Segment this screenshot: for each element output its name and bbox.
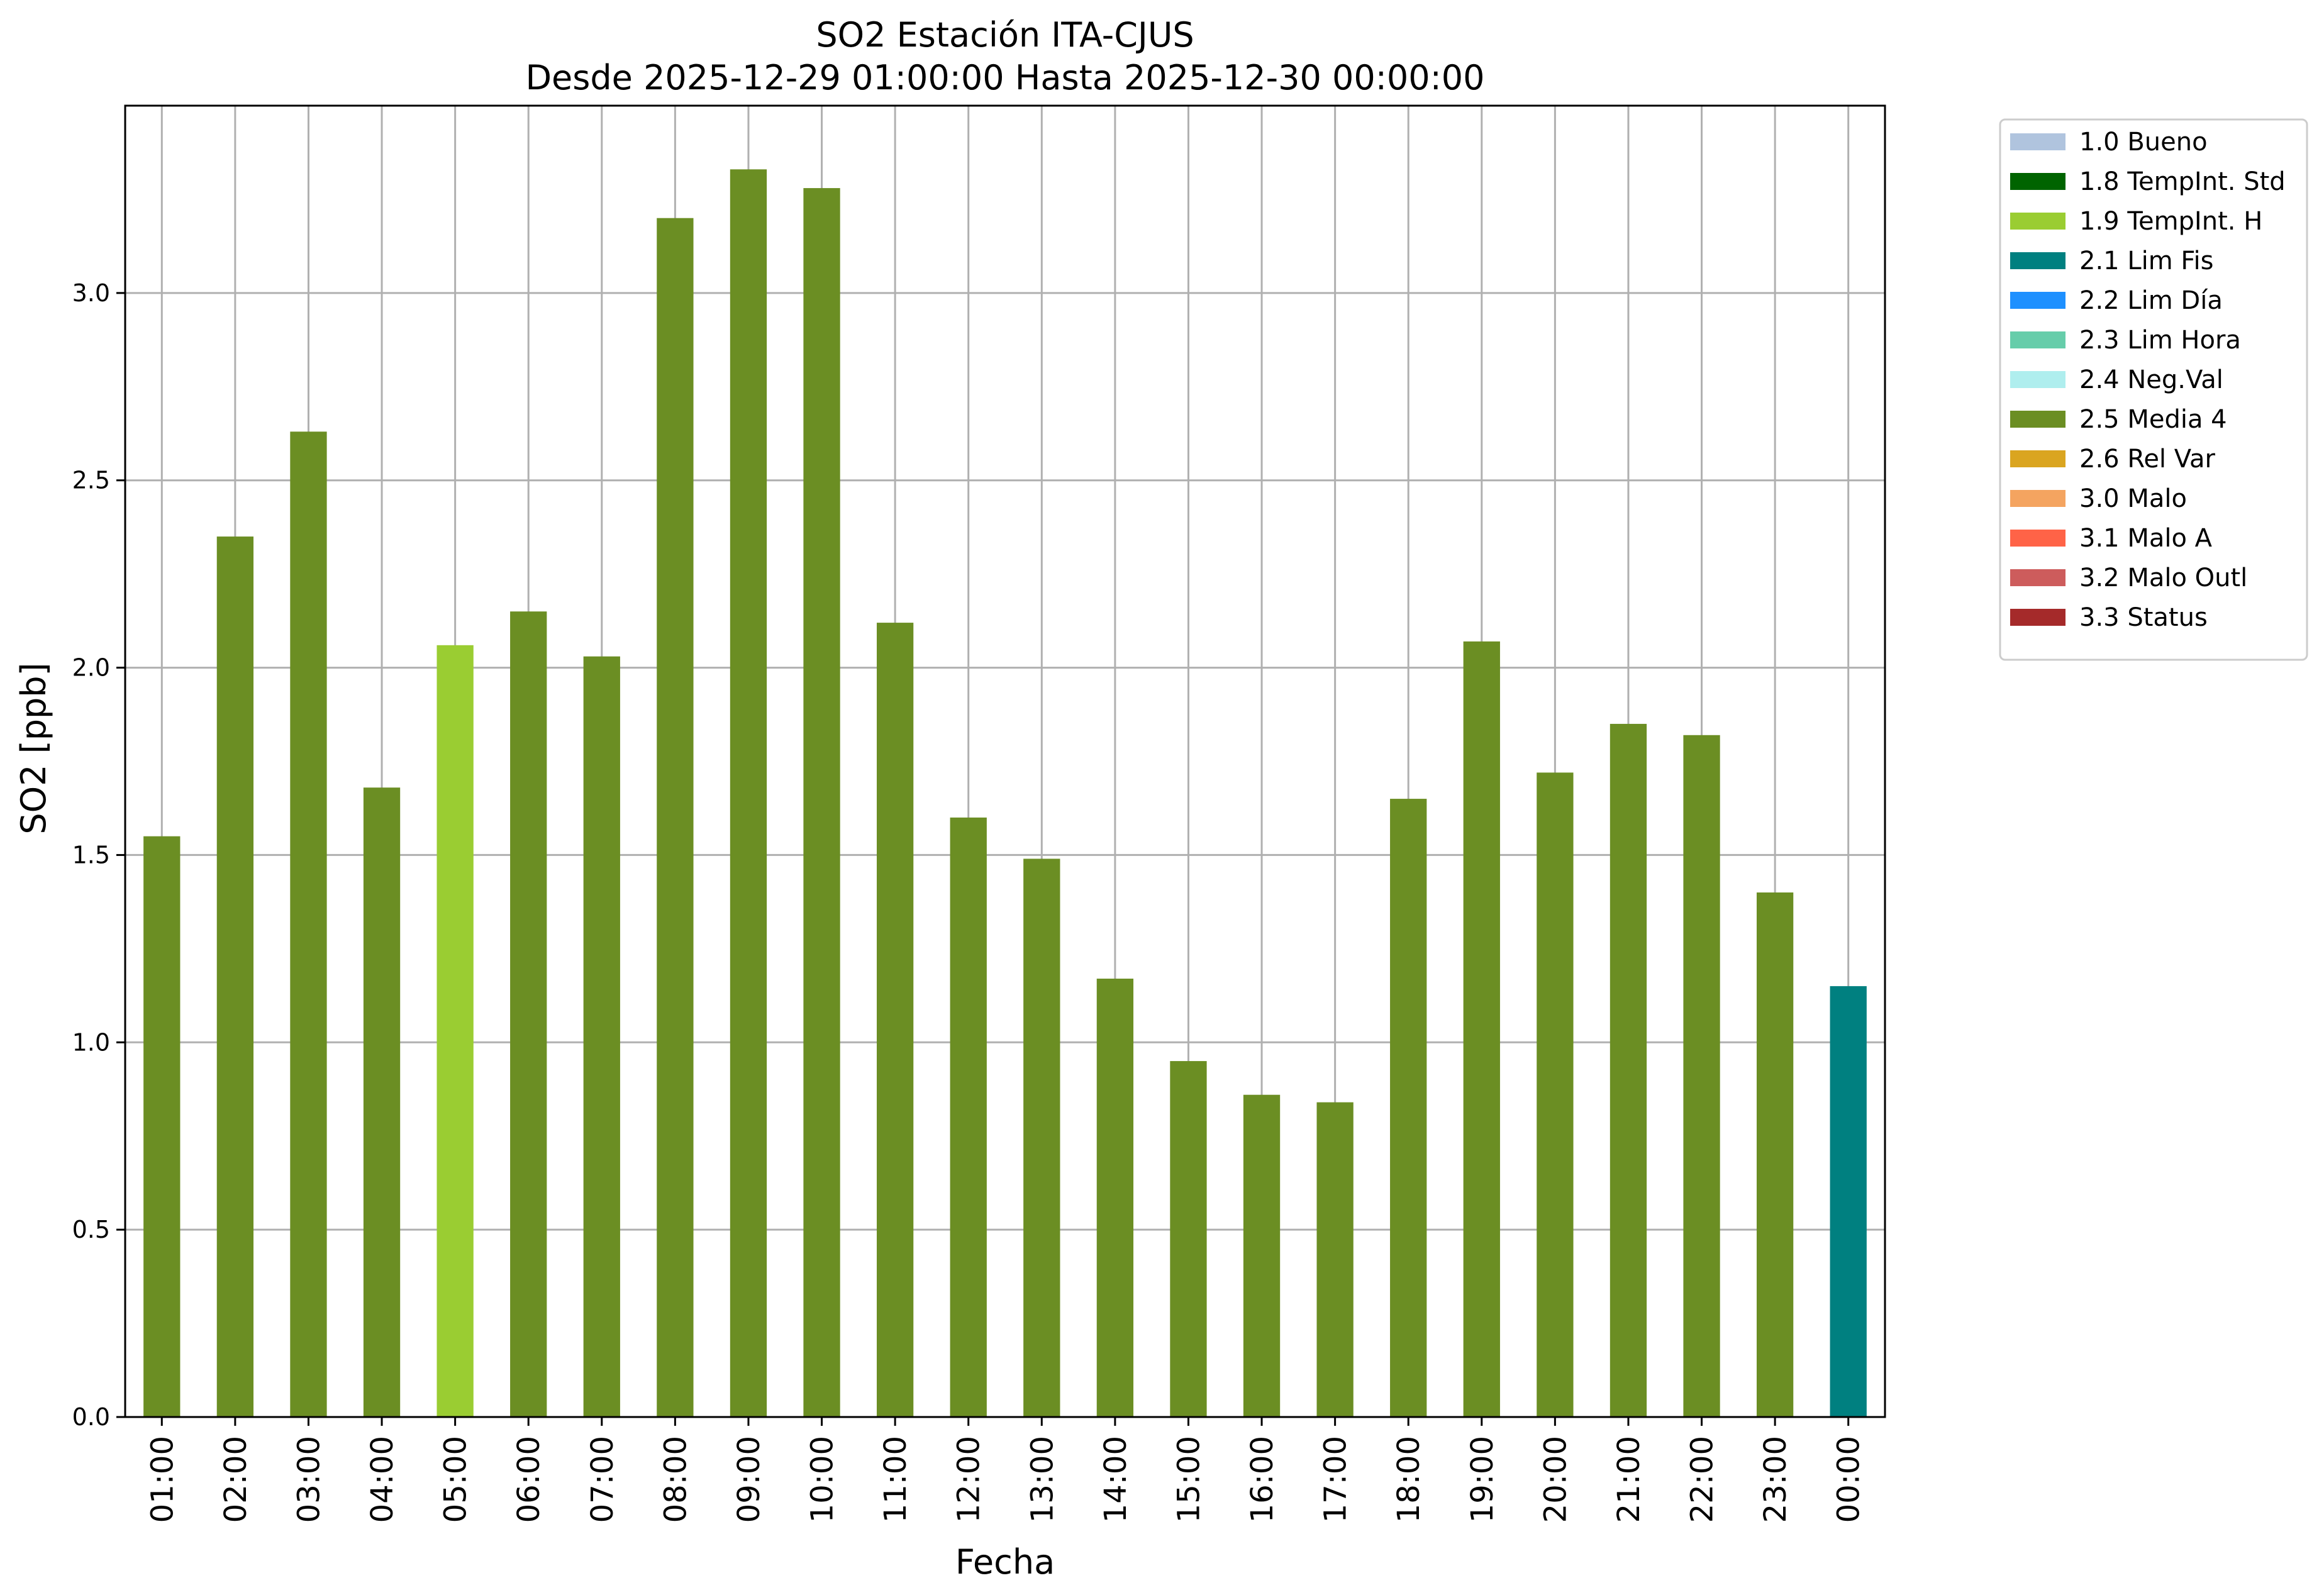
legend-box bbox=[1999, 118, 2308, 661]
bar-1100 bbox=[876, 623, 914, 1417]
legend-swatch bbox=[2010, 292, 2065, 309]
legend-label: 2.3 Lim Hora bbox=[2079, 326, 2241, 355]
y-axis-label: SO2 [ppb] bbox=[14, 662, 53, 834]
x-tick-label: 06:00 bbox=[511, 1436, 547, 1523]
legend-swatch bbox=[2010, 252, 2065, 269]
bar-0600 bbox=[510, 611, 547, 1417]
y-tick-label: 2.0 bbox=[72, 654, 110, 682]
x-tick-label: 11:00 bbox=[878, 1436, 913, 1523]
y-ticks: 0.0 0.5 1.0 1.5 2.0 2.5 3.0 bbox=[72, 279, 125, 1431]
x-tick-label: 15:00 bbox=[1171, 1436, 1206, 1523]
legend-swatch bbox=[2010, 609, 2065, 626]
bar-1800 bbox=[1390, 799, 1427, 1417]
x-tick-label: 10:00 bbox=[805, 1436, 840, 1523]
x-tick-label: 09:00 bbox=[731, 1436, 767, 1523]
legend-swatch bbox=[2010, 133, 2065, 150]
x-tick-label: 05:00 bbox=[438, 1436, 474, 1523]
x-tick-label: 00:00 bbox=[1832, 1436, 1867, 1523]
x-tick-label: 12:00 bbox=[952, 1436, 987, 1523]
x-tick-label: 21:00 bbox=[1611, 1436, 1647, 1523]
legend-label: 2.2 Lim Día bbox=[2079, 286, 2223, 315]
bar-2000 bbox=[1537, 772, 1574, 1417]
bar-0700 bbox=[583, 656, 620, 1417]
y-tick-label: 0.5 bbox=[72, 1216, 110, 1243]
y-tick-label: 0.0 bbox=[72, 1403, 110, 1431]
legend-label: 3.3 Status bbox=[2079, 603, 2208, 632]
chart-subtitle: Desde 2025-12-29 01:00:00 Hasta 2025-12-… bbox=[525, 58, 1484, 97]
x-tick-label: 04:00 bbox=[365, 1436, 400, 1523]
bar-1700 bbox=[1316, 1102, 1354, 1417]
y-tick-label: 1.0 bbox=[72, 1028, 110, 1056]
legend-swatch bbox=[2010, 450, 2065, 467]
legend: 1.0 Bueno 1.8 TempInt. Std 1.9 TempInt. H 2… bbox=[1999, 118, 2308, 661]
bar-0000 bbox=[1830, 986, 1867, 1417]
legend-label: 1.8 TempInt. Std bbox=[2079, 167, 2286, 196]
legend-label: 2.1 Lim Fis bbox=[2079, 247, 2213, 275]
y-tick-label: 3.0 bbox=[72, 279, 110, 307]
bar-0400 bbox=[363, 787, 401, 1417]
bar-2300 bbox=[1756, 892, 1794, 1417]
legend-label: 2.6 Rel Var bbox=[2079, 445, 2216, 474]
bar-1900 bbox=[1463, 641, 1500, 1418]
x-tick-label: 23:00 bbox=[1758, 1436, 1793, 1523]
bar-0200 bbox=[216, 536, 254, 1417]
plot-frame bbox=[124, 104, 1886, 1418]
legend-label: 3.2 Malo Outl bbox=[2079, 564, 2247, 592]
x-tick-label: 16:00 bbox=[1245, 1436, 1280, 1523]
bar-1500 bbox=[1170, 1061, 1207, 1417]
bar-0500 bbox=[436, 645, 474, 1417]
x-tick-label: 22:00 bbox=[1685, 1436, 1720, 1523]
x-ticks: 01:00 02:00 03:00 04:00 05:00 06:00 07:00 08:00… bbox=[145, 1417, 1867, 1523]
bar-1200 bbox=[950, 817, 987, 1417]
x-tick-label: 17:00 bbox=[1318, 1436, 1354, 1523]
bar-1600 bbox=[1243, 1094, 1281, 1417]
legend-label: 1.9 TempInt. H bbox=[2079, 207, 2262, 236]
legend-swatch bbox=[2010, 569, 2065, 586]
x-tick-label: 14:00 bbox=[1098, 1436, 1133, 1523]
x-tick-label: 07:00 bbox=[585, 1436, 620, 1523]
legend-swatch bbox=[2010, 371, 2065, 388]
legend-swatch bbox=[2010, 530, 2065, 547]
bar-1400 bbox=[1096, 979, 1134, 1417]
legend-label: 3.0 Malo bbox=[2079, 484, 2187, 513]
x-tick-label: 01:00 bbox=[145, 1436, 180, 1523]
legend-swatch bbox=[2010, 213, 2065, 230]
legend-swatch bbox=[2010, 331, 2065, 348]
bar-0100 bbox=[143, 836, 181, 1417]
legend-swatch bbox=[2010, 490, 2065, 507]
bar-0800 bbox=[657, 218, 694, 1417]
y-tick-label: 2.5 bbox=[72, 467, 110, 494]
bar-0900 bbox=[730, 169, 767, 1417]
bar-0300 bbox=[290, 431, 327, 1417]
bar-1000 bbox=[803, 188, 840, 1417]
y-tick-label: 1.5 bbox=[72, 841, 110, 869]
legend-swatch bbox=[2010, 173, 2065, 190]
x-tick-label: 20:00 bbox=[1538, 1436, 1573, 1523]
legend-label: 1.0 Bueno bbox=[2079, 128, 2208, 157]
x-tick-label: 18:00 bbox=[1391, 1436, 1426, 1523]
bars bbox=[143, 169, 1867, 1418]
legend-swatch bbox=[2010, 411, 2065, 428]
x-tick-label: 13:00 bbox=[1025, 1436, 1060, 1523]
bar-1300 bbox=[1023, 859, 1060, 1417]
bar-2200 bbox=[1683, 735, 1720, 1417]
legend-label: 2.5 Media 4 bbox=[2079, 405, 2227, 434]
x-tick-label: 08:00 bbox=[658, 1436, 693, 1523]
x-axis-label: Fecha bbox=[955, 1542, 1055, 1582]
legend-label: 2.4 Neg.Val bbox=[2079, 365, 2223, 394]
x-tick-label: 19:00 bbox=[1465, 1436, 1500, 1523]
chart-title: SO2 Estación ITA-CJUS bbox=[816, 15, 1194, 55]
legend-label: 3.1 Malo A bbox=[2079, 524, 2213, 553]
bar-2100 bbox=[1610, 723, 1647, 1417]
x-tick-label: 02:00 bbox=[218, 1436, 253, 1523]
x-tick-label: 03:00 bbox=[291, 1436, 326, 1523]
